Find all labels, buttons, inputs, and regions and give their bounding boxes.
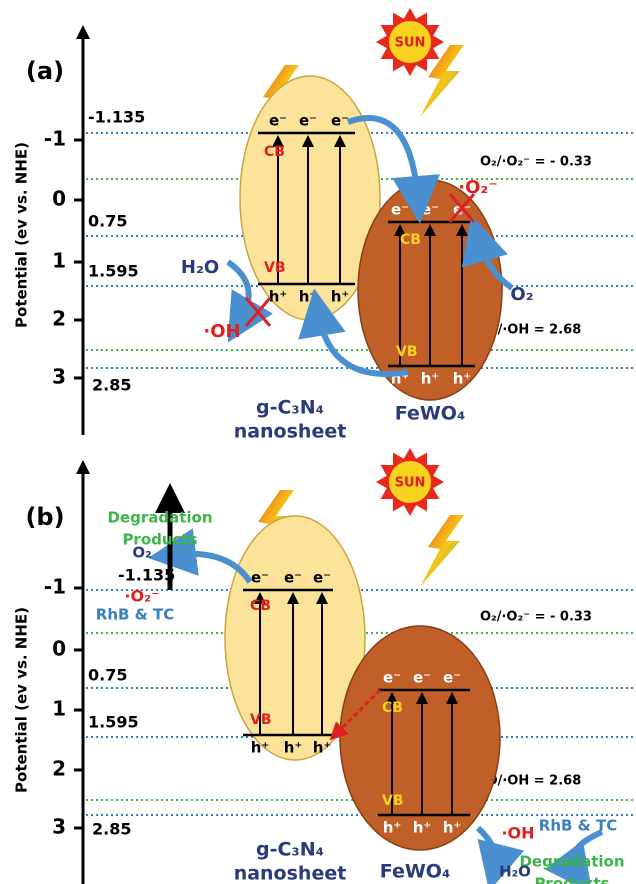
level-label: 2.85 — [92, 820, 131, 839]
species-label: H₂O — [499, 863, 531, 881]
light-bolt — [420, 45, 464, 117]
level-label: 0.75 — [88, 212, 127, 231]
transfer-arrow — [475, 825, 525, 884]
hole: h⁺ — [313, 739, 332, 757]
cb-label: CB — [264, 144, 285, 160]
hole: h⁺ — [331, 288, 350, 306]
cb-label: CB — [400, 232, 421, 248]
vb-label: VB — [250, 712, 272, 728]
sun-label: SUN — [395, 36, 426, 51]
species-label: ·O₂⁻ — [124, 587, 159, 606]
level-label: -1.135 — [88, 108, 145, 127]
semiconductor-name: FeWO₄ — [380, 861, 451, 883]
electron: e⁻ — [251, 569, 269, 587]
species-label: O₂ — [132, 544, 151, 562]
panel-label: (a) — [26, 57, 64, 85]
species-label: Degradation — [107, 509, 212, 527]
hole: h⁺ — [299, 288, 318, 306]
semiconductor-name: nanosheet — [234, 863, 347, 884]
semiconductor-name: g-C₃N₄ — [256, 397, 324, 419]
transfer-dashed — [329, 688, 382, 741]
level-label: 1.595 — [88, 262, 139, 281]
electron: e⁻ — [391, 201, 409, 219]
transfer-arrow — [461, 214, 514, 291]
hole: h⁺ — [443, 819, 462, 837]
species-label: H₂O — [181, 257, 219, 278]
tick-label: 1 — [52, 249, 66, 273]
electron: e⁻ — [383, 669, 401, 687]
species-label: RhB & TC — [539, 817, 617, 835]
electron: e⁻ — [284, 569, 302, 587]
vb-label: VB — [382, 793, 404, 809]
cb-label: CB — [250, 598, 271, 614]
tick-label: 0 — [52, 187, 66, 211]
electron: e⁻ — [269, 112, 287, 130]
transfer-arrow — [544, 829, 604, 884]
axis-title: Potential (ev vs. NHE) — [13, 607, 31, 793]
hole: h⁺ — [421, 370, 440, 388]
transfer-arrow — [148, 528, 253, 584]
species-label: Products — [122, 531, 197, 549]
vb-label: VB — [396, 344, 418, 360]
species-label: ·O₂⁻ — [458, 177, 498, 198]
tick-label: 1 — [52, 697, 66, 721]
tick-label: 2 — [52, 757, 66, 781]
redox-label: O₂/·O₂⁻ = - 0.33 — [480, 155, 592, 170]
electron: e⁻ — [413, 669, 431, 687]
hole: h⁺ — [453, 370, 472, 388]
semiconductor — [339, 625, 501, 851]
species-label: Products — [534, 875, 609, 884]
electron: e⁻ — [443, 669, 461, 687]
sun-label: SUN — [395, 476, 426, 491]
hole: h⁺ — [284, 739, 303, 757]
cb-label: CB — [382, 700, 403, 716]
light-bolt — [420, 515, 464, 587]
vb-label: VB — [264, 260, 286, 276]
electron: e⁻ — [299, 112, 317, 130]
tick-label: 0 — [52, 637, 66, 661]
species-label: ·OH — [203, 321, 240, 342]
tick-label: 3 — [52, 815, 66, 839]
redox-label: H₂O/·OH = 2.68 — [470, 774, 581, 789]
electron: e⁻ — [331, 112, 349, 130]
tick-label: -1 — [44, 575, 66, 599]
species-label: O₂ — [510, 284, 533, 305]
level-label: 0.75 — [88, 666, 127, 685]
species-label: ·OH — [501, 824, 534, 843]
electron: e⁻ — [313, 569, 331, 587]
hole: h⁺ — [383, 819, 402, 837]
sun-disc — [387, 19, 433, 65]
species-label: RhB & TC — [96, 606, 174, 624]
level-label: 1.595 — [88, 713, 139, 732]
transfer-arrow — [226, 259, 273, 343]
level-label: 2.85 — [92, 376, 131, 395]
semiconductor-name: FeWO₄ — [395, 403, 466, 425]
axis-title: Potential (ev vs. NHE) — [13, 142, 31, 328]
blocked-mark — [448, 193, 476, 223]
hole: h⁺ — [251, 739, 270, 757]
hole: h⁺ — [413, 819, 432, 837]
semiconductor-name: g-C₃N₄ — [256, 839, 324, 861]
electron: e⁻ — [421, 201, 439, 219]
transfer-arrow — [346, 115, 441, 224]
axis-arrow — [76, 25, 90, 39]
panel-label: (b) — [25, 503, 64, 531]
tick-label: 3 — [52, 365, 66, 389]
sun-disc — [387, 459, 433, 505]
semiconductor-name: nanosheet — [234, 421, 347, 443]
axis-arrow — [76, 460, 90, 474]
tick-label: 2 — [52, 307, 66, 331]
species-label: Degradation — [519, 853, 624, 871]
redox-label: O₂/·O₂⁻ = - 0.33 — [480, 610, 592, 625]
level-label: -1.135 — [118, 566, 175, 585]
transfer-arrow — [298, 288, 409, 377]
tick-label: -1 — [44, 127, 66, 151]
hole: h⁺ — [269, 288, 288, 306]
blocked-mark — [244, 297, 272, 327]
